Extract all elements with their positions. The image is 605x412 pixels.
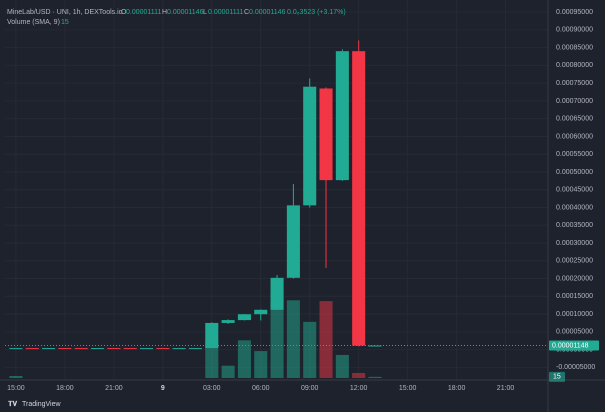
candle-body <box>25 348 39 350</box>
ohlc-key: H <box>162 9 167 16</box>
y-tick-label: 0.00090000 <box>556 27 593 34</box>
volume-legend: Volume (SMA, 9) <box>7 19 60 26</box>
x-tick-label: 15:00 <box>7 385 25 392</box>
last-price-box <box>549 340 599 351</box>
x-tick-label: 09:00 <box>301 385 319 392</box>
symbol: MineLab/USD · UNI, 1h, DEXTools.io <box>7 9 123 16</box>
ohlc-value: 0.00001146 <box>167 9 204 16</box>
y-tick-label: 0.00020000 <box>556 275 593 282</box>
legend: MineLab/USD · UNI, 1h, DEXTools.io Volum… <box>7 9 346 26</box>
candle-body <box>58 348 72 350</box>
brand-name: TradingView <box>22 401 61 408</box>
y-tick-label: 0.00010000 <box>556 311 593 318</box>
brand: 𝐓𝐕 TradingView <box>8 400 61 408</box>
y-tick-label: 0.00035000 <box>556 222 593 229</box>
y-tick-label: 0.00055000 <box>556 151 593 158</box>
volume-bar <box>9 376 23 378</box>
candle-body <box>303 86 317 206</box>
y-tick-label: -0.00005000 <box>556 364 595 371</box>
volume-bar <box>221 365 235 378</box>
ohlc-value: 0.00001111 <box>208 9 244 16</box>
volume-layer <box>9 284 382 378</box>
candle-body <box>205 322 219 349</box>
volume-bar <box>303 321 317 378</box>
y-tick-label: 0.00070000 <box>556 98 593 105</box>
ohlc-key: L <box>203 9 207 16</box>
candle-body <box>123 348 137 350</box>
candle-body <box>368 345 382 347</box>
x-tick-label: 15:00 <box>399 385 417 392</box>
candle-body <box>319 88 333 181</box>
candle-body <box>335 51 349 181</box>
candle-body <box>139 348 154 350</box>
change: 0.0₆3523 (+3.17%) <box>287 9 346 16</box>
x-tick-label: 18:00 <box>448 385 466 392</box>
y-tick-label: 0.00095000 <box>556 9 593 16</box>
y-tick-label: 0.00040000 <box>556 204 593 211</box>
volume-bar <box>319 301 333 378</box>
ohlc-value: 0.00001111 <box>126 9 162 16</box>
candle-layer <box>9 40 382 350</box>
ohlc-key: O <box>121 9 127 16</box>
x-tick-label: 21:00 <box>497 385 515 392</box>
candle-body <box>74 348 88 350</box>
volume-legend-value: 15 <box>61 19 69 26</box>
x-tick-label: 06:00 <box>252 385 270 392</box>
x-tick-label: 12:00 <box>350 385 368 392</box>
candle-body <box>107 348 121 350</box>
brand-icon: 𝐓𝐕 <box>8 400 18 408</box>
x-tick-label: 9 <box>161 385 165 392</box>
volume-bar <box>286 300 300 378</box>
y-tick-label: 0.00045000 <box>556 187 593 194</box>
candle-body <box>352 51 366 346</box>
candle-body <box>91 348 105 350</box>
y-tick-label: 0.00065000 <box>556 116 593 123</box>
y-tick-label: 0.00080000 <box>556 62 593 69</box>
volume-bar <box>254 351 268 378</box>
y-tick-label: 0.00030000 <box>556 240 593 247</box>
y-tick-label: 0.00060000 <box>556 133 593 140</box>
y-tick-label: 0.00085000 <box>556 44 593 51</box>
grid <box>5 0 548 380</box>
candle-body <box>42 348 56 350</box>
volume-bar <box>335 354 349 378</box>
volume-bar <box>205 341 219 378</box>
candle-body <box>156 348 170 350</box>
candle-body <box>270 277 284 310</box>
candle-body <box>237 314 251 321</box>
y-tick-label: 0.00015000 <box>556 293 593 300</box>
volume-value-label: 15 <box>553 374 561 381</box>
volume-bar <box>237 340 251 378</box>
candle-body <box>286 205 300 278</box>
y-tick-label: 0.00005000 <box>556 329 593 336</box>
y-tick-label: 0.00025000 <box>556 258 593 265</box>
x-tick-label: 18:00 <box>56 385 74 392</box>
y-tick-label: 0.00050000 <box>556 169 593 176</box>
x-tick-label: 21:00 <box>105 385 123 392</box>
volume-bar <box>368 376 382 378</box>
candle-body <box>172 348 186 350</box>
ohlc-key: C <box>244 9 249 16</box>
ohlc-value: 0.00001146 <box>249 9 286 16</box>
candle-body <box>9 348 23 350</box>
volume-value-box <box>549 371 565 382</box>
candle-body <box>221 320 235 323</box>
y-tick-label: 0.00075000 <box>556 80 593 87</box>
candle-body <box>254 309 268 315</box>
candle-body <box>188 348 202 350</box>
last-price-label: 0.00001148 <box>552 342 589 349</box>
x-tick-label: 03:00 <box>203 385 221 392</box>
volume-bar <box>352 373 366 378</box>
